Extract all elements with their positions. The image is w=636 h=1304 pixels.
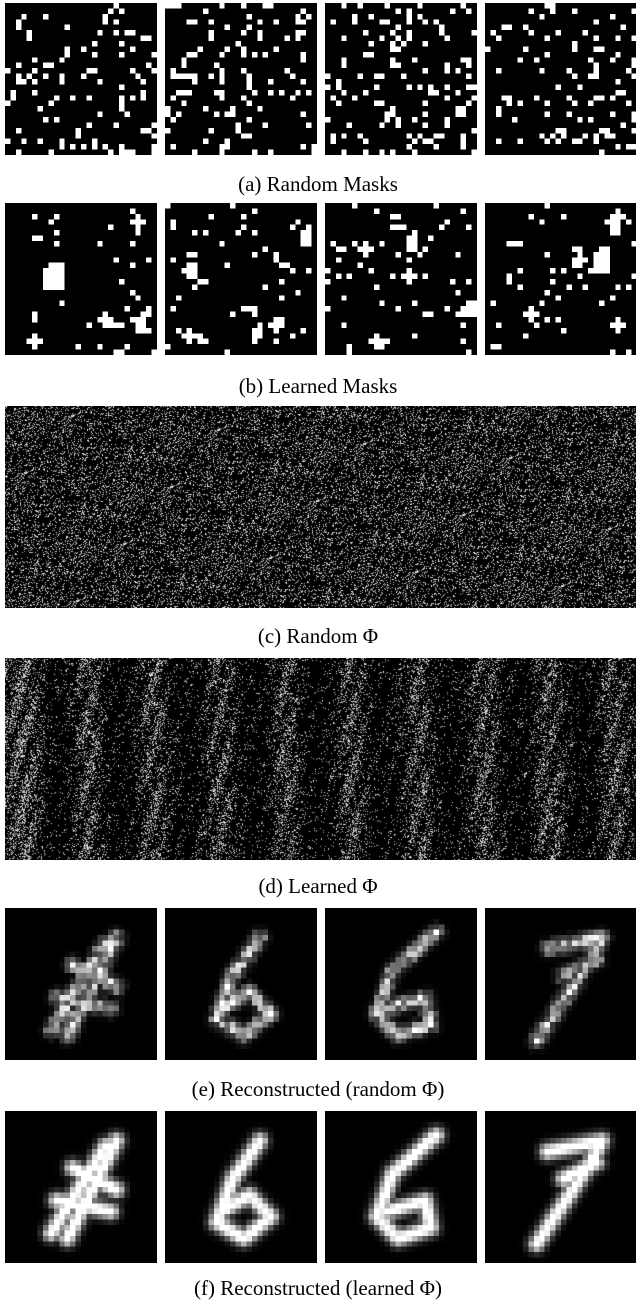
reconstructed-random-row [0, 905, 636, 1065]
reconstructed-learned-canvas [165, 1111, 317, 1263]
caption-learned-phi: (d) Learned Φ [258, 874, 378, 898]
learned-mask-canvas [5, 203, 157, 355]
random-mask-image [5, 3, 157, 155]
caption-learned-masks: (b) Learned Masks [238, 374, 398, 398]
random-masks-row [0, 0, 636, 156]
random-mask-image [485, 3, 636, 155]
reconstructed-learned-canvas [485, 1111, 636, 1263]
random-mask-canvas [485, 3, 636, 155]
reconstructed-random-image [165, 908, 317, 1060]
learned-mask-image [325, 203, 477, 355]
reconstructed-learned-row [0, 1108, 636, 1268]
random-mask-canvas [325, 3, 477, 155]
learned-mask-canvas [165, 203, 317, 355]
learned-phi-image [5, 658, 636, 860]
caption-reconstructed-random: (e) Reconstructed (random Φ) [191, 1077, 445, 1101]
reconstructed-learned-canvas [5, 1111, 157, 1263]
random-mask-canvas [5, 3, 157, 155]
learned-masks-row [0, 200, 636, 360]
reconstructed-learned-image [5, 1111, 157, 1263]
learned-mask-image [485, 203, 636, 355]
reconstructed-learned-image [165, 1111, 317, 1263]
learned-mask-image [165, 203, 317, 355]
reconstructed-random-canvas [165, 908, 317, 1060]
reconstructed-learned-image [325, 1111, 477, 1263]
caption-random-phi: (c) Random Φ [257, 624, 379, 648]
learned-mask-canvas [325, 203, 477, 355]
random-mask-image [165, 3, 317, 155]
reconstructed-learned-image [485, 1111, 636, 1263]
learned-mask-canvas [485, 203, 636, 355]
learned-phi-canvas [5, 658, 636, 860]
random-phi-canvas [5, 406, 636, 608]
reconstructed-random-canvas [5, 908, 157, 1060]
caption-random-masks: (a) Random Masks [238, 172, 398, 196]
reconstructed-random-image [325, 908, 477, 1060]
reconstructed-random-image [485, 908, 636, 1060]
random-phi-image [5, 406, 636, 608]
random-mask-canvas [165, 3, 317, 155]
reconstructed-learned-canvas [325, 1111, 477, 1263]
reconstructed-random-canvas [485, 908, 636, 1060]
caption-reconstructed-learned: (f) Reconstructed (learned Φ) [194, 1276, 442, 1300]
learned-mask-image [5, 203, 157, 355]
random-mask-image [325, 3, 477, 155]
reconstructed-random-canvas [325, 908, 477, 1060]
reconstructed-random-image [5, 908, 157, 1060]
